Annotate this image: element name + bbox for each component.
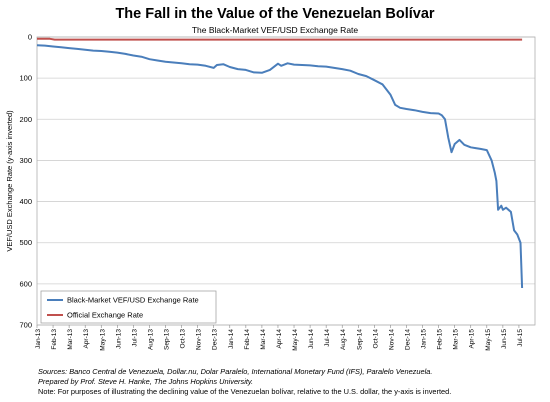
sources-label: Sources: [38, 367, 70, 376]
sources-text: Banco Central de Venezuela, Dollar.nu, D… [69, 367, 433, 376]
prepared-by-note: Prepared by Prof. Steve H. Hanke, The Jo… [38, 377, 254, 386]
x-tick-label: Feb-13 [51, 329, 58, 350]
legend-label: Black-Market VEF/USD Exchange Rate [67, 296, 199, 305]
x-tick-label: Feb-15 [437, 329, 444, 350]
x-tick-label: Jun-15 [501, 329, 508, 349]
x-tick-label: Jul-14 [324, 329, 331, 347]
x-tick-label: Jun-14 [308, 329, 315, 349]
y-tick-label: 100 [19, 74, 32, 83]
x-tick-label: Feb-14 [244, 329, 251, 350]
y-tick-label: 500 [19, 238, 32, 247]
x-tick-label: Sep-13 [164, 329, 171, 350]
x-tick-label: Dec-14 [404, 329, 411, 350]
y-tick-label: 400 [19, 197, 32, 206]
x-tick-label: Dec-13 [212, 329, 219, 350]
x-tick-label: May-14 [292, 329, 299, 351]
sources-note: Sources: Banco Central de Venezuela, Dol… [38, 367, 432, 376]
x-tick-label: Apr-15 [469, 329, 476, 349]
x-tick-label: Oct-14 [372, 329, 379, 349]
x-tick-label: Nov-13 [196, 329, 203, 350]
x-tick-label: Jul-15 [517, 329, 524, 347]
legend-box [40, 290, 217, 324]
x-tick-label: Jun-13 [115, 329, 122, 349]
x-tick-label: Oct-13 [180, 329, 187, 349]
x-tick-label: Apr-14 [276, 329, 283, 349]
x-tick-label: Mar-13 [67, 329, 74, 350]
y-axis-label: VEF/USD Exchange Rate (y-axis inverted) [5, 110, 14, 252]
x-tick-label: Nov-14 [388, 329, 395, 350]
x-tick-label: Sep-14 [356, 329, 363, 350]
x-tick-label: May-15 [485, 329, 492, 351]
y-tick-label: 200 [19, 115, 32, 124]
x-tick-label: May-13 [99, 329, 106, 351]
legend-label: Official Exchange Rate [67, 311, 143, 320]
y-tick-label: 700 [19, 321, 32, 330]
y-tick-label: 300 [19, 156, 32, 165]
x-tick-label: Jul-13 [131, 329, 138, 347]
x-tick-label: Aug-13 [147, 329, 154, 350]
chart-legend: Black-Market VEF/USD Exchange Rate Offici… [40, 290, 217, 324]
x-tick-label: Aug-14 [340, 329, 347, 350]
y-tick-label: 0 [28, 33, 32, 42]
x-tick-label: Mar-14 [260, 329, 267, 350]
chart-subtitle: The Black-Market VEF/USD Exchange Rate [191, 25, 359, 35]
x-tick-label: Mar-15 [453, 329, 460, 350]
x-tick-label: Jan-15 [421, 329, 428, 349]
y-tick-label: 600 [19, 279, 32, 288]
x-tick-label: Apr-13 [83, 329, 90, 349]
x-tick-label: Jan-14 [228, 329, 235, 349]
x-tick-label: Jan-13 [35, 329, 42, 349]
chart-title: The Fall in the Value of the Venezuelan … [115, 6, 435, 22]
axis-note: Note: For purposes of illustrating the d… [38, 387, 452, 396]
series-line-official-exchange-rate [37, 37, 523, 41]
plot-area-border [36, 36, 536, 326]
series-line-black-market-vef-usd-exchange-rate [36, 44, 524, 289]
